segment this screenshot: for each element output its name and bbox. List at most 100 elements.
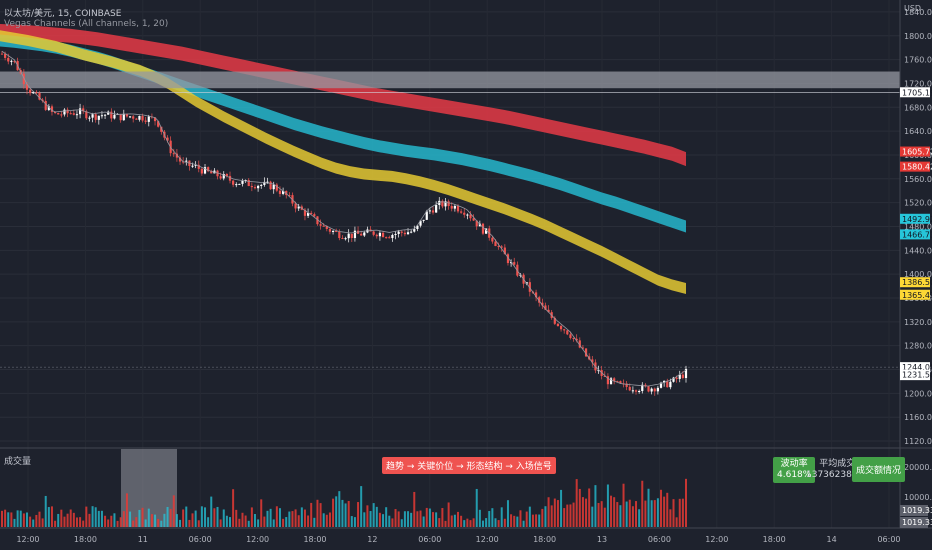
volume-bar [378,512,381,527]
indicator-title: Vegas Channels (All channels, 1, 20) [4,19,169,29]
volume-bar [638,509,641,527]
candle-body [406,232,410,235]
candle-body [103,114,107,116]
volume-bar [616,502,619,527]
candle-body [391,234,394,239]
volume-bars [1,449,687,527]
candle-body [513,262,516,265]
volume-bar [110,515,113,527]
volume-bar [432,512,435,527]
candle-body [238,183,241,185]
volume-tick-label: 10000.00 [904,493,932,502]
volume-bar [172,495,175,527]
candle-body [609,378,613,385]
price-label-box [900,213,930,224]
volume-bar [672,499,675,527]
candle-body [0,53,4,55]
candle-body [547,309,550,313]
time-tick-label: 18:00 [533,535,556,544]
volume-bar [72,512,75,527]
candle-body [278,190,282,194]
volume-bar [216,506,219,527]
candle-body [310,212,313,215]
avg-volume-label: 平均成交额 [819,459,865,469]
volume-bar [628,499,631,527]
candle-body [410,231,413,233]
candle-body [538,297,541,303]
volume-bar [385,507,388,527]
volatility-label: 波动率 [780,459,808,469]
volume-bar [307,515,310,527]
volume-bar [163,513,166,527]
volume-bar [525,511,528,527]
candle-body [350,233,353,239]
candle-body [47,106,50,110]
volume-bar [444,520,447,527]
resistance-rect [0,71,900,89]
candle-body [247,180,250,187]
volume-bar [457,511,459,527]
volume-bar [13,518,16,527]
volume-bar [613,497,616,527]
volume-bar [204,507,207,527]
candle-body [319,224,322,226]
volume-bar [560,489,563,527]
candle-body [466,214,469,216]
candle-body [641,384,644,392]
volume-bar [150,514,153,527]
symbol-title: 以太坊/美元, 15, COINBASE [4,9,122,19]
candle-body [485,228,488,234]
volume-bar [588,488,591,527]
candle-body [13,60,16,62]
candle-body [428,210,431,212]
candle-body [72,113,75,115]
candle-body [556,323,560,327]
candle-body [481,223,485,234]
time-tick-label: 11 [138,535,148,544]
volume-bar [22,513,25,527]
candle-body [257,185,260,189]
candle-body [672,377,675,382]
volume-bar [4,509,7,527]
price-tick-label: 1400.00 [904,270,932,279]
candle-body [544,305,547,310]
candle-body [344,238,347,240]
volume-bar [38,511,41,527]
price-tick-label: 1760.00 [904,56,932,65]
candles [0,50,688,396]
volume-bar [82,520,85,527]
volume-bar [635,501,638,527]
candle-body [85,111,88,119]
candle-body [10,60,13,62]
volume-bar [85,506,88,527]
candle-body [297,206,300,209]
volume-bar [119,517,122,527]
volume-bar [219,519,222,527]
volume-bar [503,518,506,527]
candle-body [119,113,122,121]
candle-body [591,359,594,363]
candle-body [553,317,556,324]
candle-body [628,386,631,391]
candle-body [581,347,585,349]
candle-body [182,161,185,163]
volume-bar [200,506,203,527]
candle-body [57,113,60,115]
candle-body [435,204,438,213]
volume-bar [357,502,360,527]
volume-bar [294,509,297,527]
candle-body [160,126,163,132]
candle-body [306,212,310,216]
volume-bar [597,502,600,527]
candle-body [460,211,463,213]
candle-body [613,378,616,382]
volume-title: 成交量 [4,457,32,467]
candle-body [478,223,481,227]
volume-bar [197,520,200,527]
candle-body [82,108,85,112]
volume-bar [553,498,556,527]
volume-bar [263,516,266,527]
volume-bar [169,508,172,527]
volume-bar [129,511,132,527]
